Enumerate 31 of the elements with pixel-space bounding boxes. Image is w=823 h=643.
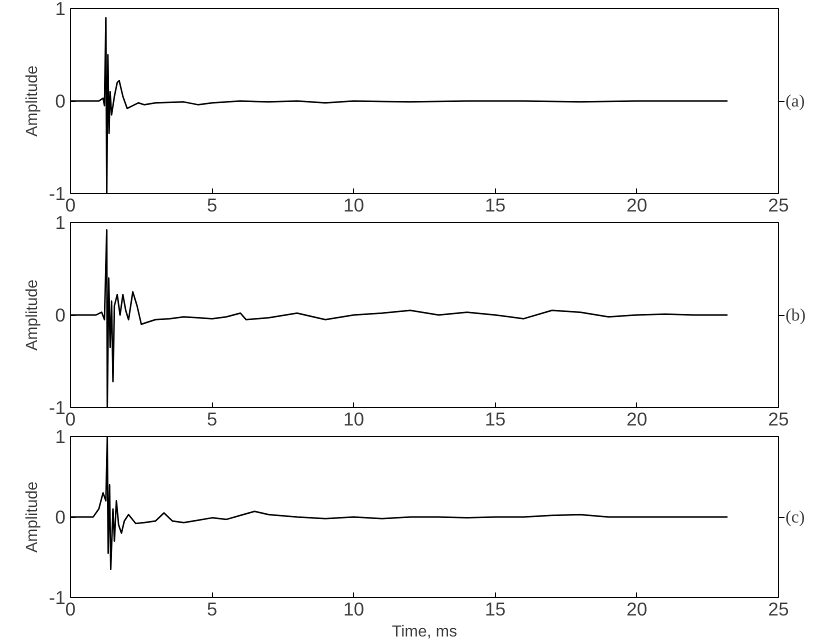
x-tick-label: 20	[626, 194, 648, 216]
y-axis-title: Amplitude	[24, 279, 41, 351]
y-tick-label: -1	[48, 587, 66, 608]
y-axis-title: Amplitude	[24, 65, 41, 137]
y-tick-label: 0	[55, 506, 66, 528]
x-tick-label: 5	[206, 598, 218, 620]
x-tick-label: 10	[343, 598, 364, 620]
x-tick-label: 20	[626, 598, 648, 620]
y-axis-title: Amplitude	[24, 481, 41, 553]
y-tick-label: 1	[55, 212, 66, 233]
text: (a)	[786, 92, 805, 110]
y-tick-label: 0	[55, 90, 66, 112]
x-tick-label: 10	[343, 194, 364, 216]
x-tick-label: 15	[484, 408, 506, 430]
x-tick-label: 15	[484, 598, 506, 620]
text: (b)	[786, 306, 806, 324]
x-tick-label: 20	[626, 408, 648, 430]
x-tick-label: 5	[206, 194, 218, 216]
y-tick-label: -1	[48, 397, 66, 418]
y-tick-label: -1	[48, 183, 66, 204]
x-tick-label: 25	[768, 194, 789, 216]
text: (c)	[786, 508, 805, 526]
y-tick-label: 1	[55, 0, 66, 19]
x-tick-label: 25	[768, 598, 789, 620]
x-axis-title: Time, ms	[392, 624, 458, 640]
y-tick-label: 1	[55, 426, 66, 447]
x-tick-label: 25	[768, 408, 789, 430]
x-tick-label: 10	[343, 408, 364, 430]
x-tick-label: 5	[206, 408, 218, 430]
x-tick-label: 15	[484, 194, 506, 216]
y-tick-label: 0	[55, 304, 66, 326]
